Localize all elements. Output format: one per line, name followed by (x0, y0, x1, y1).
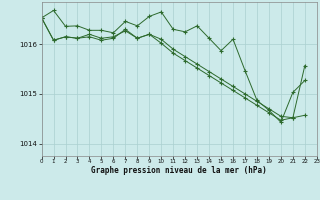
X-axis label: Graphe pression niveau de la mer (hPa): Graphe pression niveau de la mer (hPa) (91, 166, 267, 175)
